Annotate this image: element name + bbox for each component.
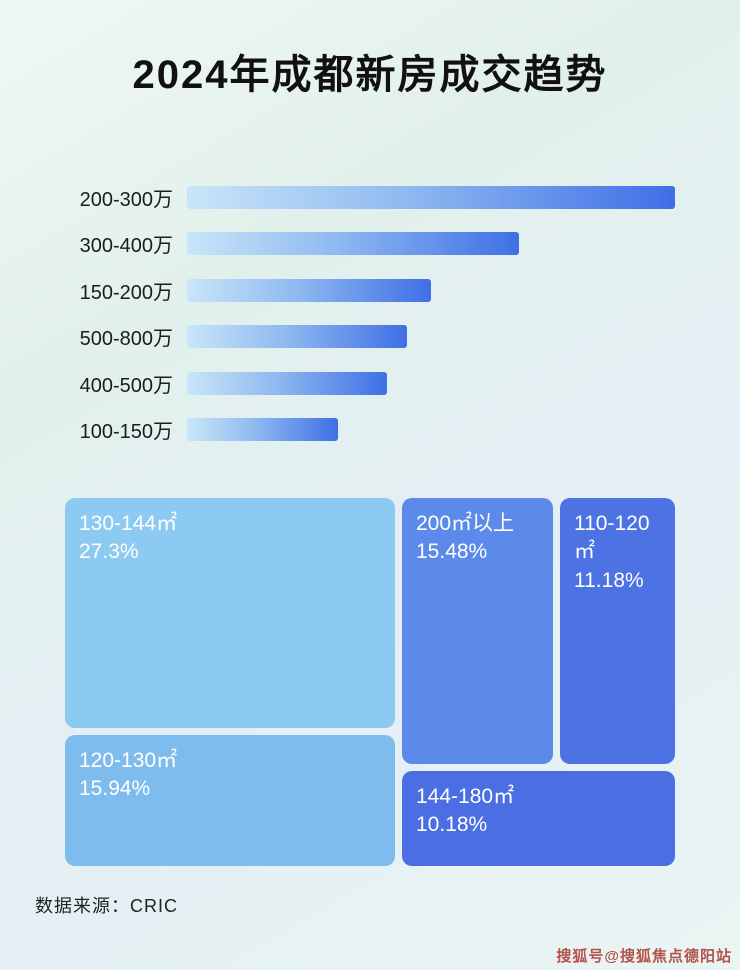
treemap-block-label: 120-130㎡ [79, 749, 178, 772]
bar-row: 200-300万 [55, 182, 675, 212]
bar-fill [187, 325, 407, 348]
page-title: 2024年成都新房成交趋势 [132, 53, 608, 97]
treemap-block-value: 11.18% [574, 568, 644, 592]
treemap-block-label: 200㎡以上 [416, 512, 515, 535]
treemap-block-200-plus: 200㎡以上 15.48% [402, 498, 553, 764]
bar-category-label: 150-200万 [79, 281, 173, 304]
bar-track [187, 371, 675, 395]
bar-row: 400-500万 [55, 368, 675, 398]
bar-fill [187, 232, 519, 255]
watermark: 搜狐号@搜狐焦点德阳站 [556, 948, 732, 965]
bar-row: 100-150万 [55, 415, 675, 445]
bar-track [187, 325, 675, 348]
price-bar-chart: 200-300万 300-400万 150-200万 500-800万 400-… [55, 182, 675, 461]
bar-row: 500-800万 [55, 322, 675, 352]
bar-fill [187, 418, 339, 441]
data-source: 数据来源：CRIC [35, 896, 178, 916]
bar-row: 300-400万 [55, 229, 675, 259]
treemap-block-value: 10.18% [416, 813, 488, 837]
treemap-block-value: 15.48% [416, 540, 488, 564]
treemap-block-label: 144-180㎡ [416, 785, 515, 808]
treemap-block-120-130: 120-130㎡ 15.94% [65, 735, 395, 866]
bar-fill [187, 371, 388, 395]
treemap-block-value: 15.94% [79, 777, 151, 801]
bar-track [187, 278, 675, 302]
bar-track [187, 232, 675, 255]
bar-category-label: 500-800万 [79, 328, 173, 350]
bar-fill [187, 278, 431, 302]
treemap-block-label: 130-144㎡ [79, 512, 178, 535]
treemap-block-value: 27.3% [79, 540, 139, 564]
bar-row: 150-200万 [55, 275, 675, 305]
bar-fill [187, 185, 675, 209]
bar-track [187, 185, 675, 209]
treemap-block-label: 110-120㎡ [574, 512, 650, 564]
treemap-block-110-120: 110-120㎡ 11.18% [560, 498, 675, 764]
treemap-block-130-144: 130-144㎡ 27.3% [65, 498, 395, 728]
bar-category-label: 300-400万 [79, 235, 173, 257]
bar-category-label: 400-500万 [79, 374, 173, 397]
bar-category-label: 100-150万 [79, 421, 173, 443]
treemap-block-144-180: 144-180㎡ 10.18% [402, 771, 675, 866]
bar-category-label: 200-300万 [79, 188, 173, 211]
area-treemap: 130-144㎡ 27.3% 120-130㎡ 15.94% 200㎡以上 15… [65, 498, 675, 866]
bar-track [187, 418, 675, 441]
